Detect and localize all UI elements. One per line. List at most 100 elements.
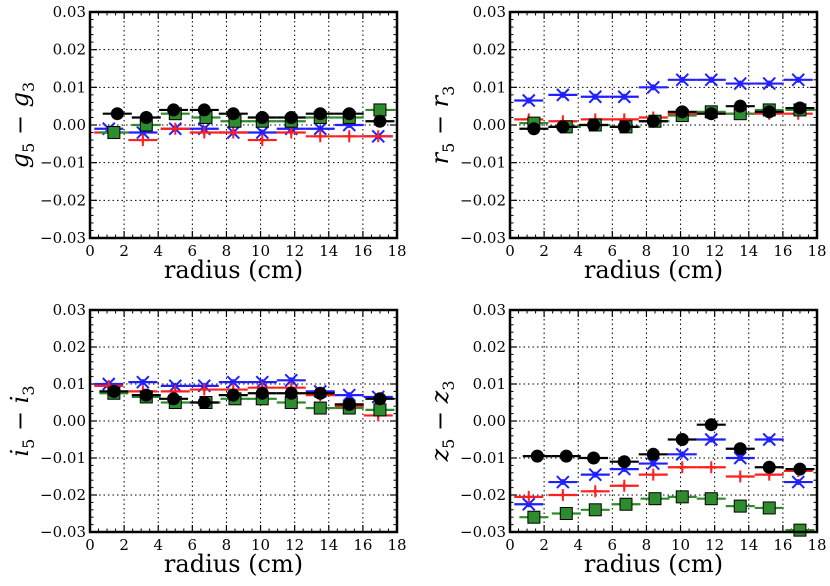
x-tick-label: 18 [807, 242, 826, 260]
data-point-blue [609, 90, 639, 104]
marker-square [704, 492, 718, 506]
marker-circle [373, 392, 387, 406]
marker-x [791, 73, 805, 87]
data-point-green [725, 499, 755, 513]
data-point-blue [783, 73, 813, 87]
x-tick-label: 10 [671, 242, 690, 260]
marker-x [284, 373, 298, 388]
marker-square [762, 501, 776, 515]
y-tick-label: 0.02 [473, 41, 506, 59]
data-point-green [580, 503, 610, 517]
data-point-blue [696, 73, 726, 87]
x-tick-label: 4 [153, 242, 163, 260]
y-tick-label: 0.00 [473, 412, 506, 430]
marker-circle [139, 110, 153, 124]
data-point-blue [276, 373, 306, 388]
x-tick-label: 6 [608, 536, 618, 554]
data-point-red [128, 134, 158, 147]
marker-circle [587, 118, 601, 132]
x-tick-label: 2 [119, 536, 129, 554]
y-tick-label: −0.01 [40, 154, 86, 172]
marker-x [762, 432, 776, 447]
x-axis-label: radius (cm) [164, 256, 303, 284]
plot-frame [508, 10, 819, 240]
marker-circle [704, 107, 718, 121]
marker-circle [342, 107, 356, 121]
x-tick-label: 16 [353, 242, 372, 260]
series-blue [514, 73, 813, 108]
x-tick-label: 10 [671, 536, 690, 554]
plot-frame [508, 308, 819, 534]
data-point-green [785, 523, 815, 537]
x-tick-label: 14 [319, 536, 338, 554]
x-tick-label: 6 [188, 536, 198, 554]
y-tick-label: 0.00 [473, 116, 506, 134]
marker-circle [733, 99, 747, 113]
marker-circle [255, 110, 269, 124]
y-label-part: − [6, 403, 34, 438]
x-tick-label: 6 [188, 242, 198, 260]
y-axis-label: z5 − z3 [426, 380, 458, 462]
data-point-blue [725, 76, 755, 91]
series-blue [514, 432, 813, 511]
data-point-red [696, 461, 726, 474]
marker-square [648, 492, 662, 506]
marker-plus [676, 461, 689, 474]
data-point-blue [638, 80, 668, 95]
y-label-part: − [426, 107, 454, 142]
x-tick-label: 2 [119, 242, 129, 260]
marker-circle [793, 101, 807, 115]
data-point-red [609, 479, 639, 492]
data-point-black [609, 455, 639, 469]
data-point-red [218, 126, 248, 139]
marker-circle [733, 442, 747, 456]
marker-x [646, 80, 660, 95]
data-point-green [640, 492, 670, 506]
marker-circle [646, 114, 660, 128]
y-tick-label: 0.03 [53, 3, 86, 21]
data-point-black [725, 442, 755, 456]
data-point-green [696, 492, 726, 506]
y-axis-label: r5 − r3 [426, 86, 458, 165]
data-point-black [548, 120, 578, 134]
y-tick-label: −0.01 [460, 449, 506, 467]
marker-plus [372, 130, 385, 143]
data-point-black [131, 388, 161, 402]
x-tick-label: 14 [319, 242, 338, 260]
y-label-part: g [6, 153, 34, 168]
x-tick-label: 18 [387, 536, 406, 554]
data-point-black [365, 392, 395, 406]
data-point-blue [514, 93, 544, 108]
y-tick-label: 0.01 [53, 375, 86, 393]
x-tick-label: 12 [705, 242, 724, 260]
y-label-part: i [6, 449, 34, 457]
x-tick-label: 8 [222, 242, 232, 260]
y-tick-label: 0.02 [53, 338, 86, 356]
marker-x [617, 90, 631, 104]
x-axis-label: radius (cm) [584, 256, 723, 284]
y-label-subscript: 3 [439, 380, 458, 390]
y-label-part: r [426, 151, 454, 164]
marker-plus [589, 485, 602, 498]
data-point-red [514, 490, 544, 503]
data-point-green [276, 396, 306, 409]
x-tick-label: 14 [739, 536, 758, 554]
data-point-black [638, 447, 668, 461]
marker-square [733, 499, 747, 513]
x-tick-label: 18 [807, 536, 826, 554]
marker-circle [255, 386, 269, 400]
series-black [102, 103, 395, 128]
marker-plus [522, 490, 535, 503]
series-black [522, 418, 815, 476]
data-point-black [305, 386, 335, 400]
x-axis-label: radius (cm) [584, 550, 723, 578]
marker-x [522, 93, 536, 108]
data-point-blue [725, 451, 755, 465]
y-label-part: r [426, 94, 454, 107]
marker-square [373, 103, 387, 117]
marker-x [588, 90, 602, 104]
data-point-green [365, 403, 395, 417]
data-point-black [754, 460, 784, 474]
data-point-red [667, 461, 697, 474]
marker-plus [227, 126, 240, 139]
